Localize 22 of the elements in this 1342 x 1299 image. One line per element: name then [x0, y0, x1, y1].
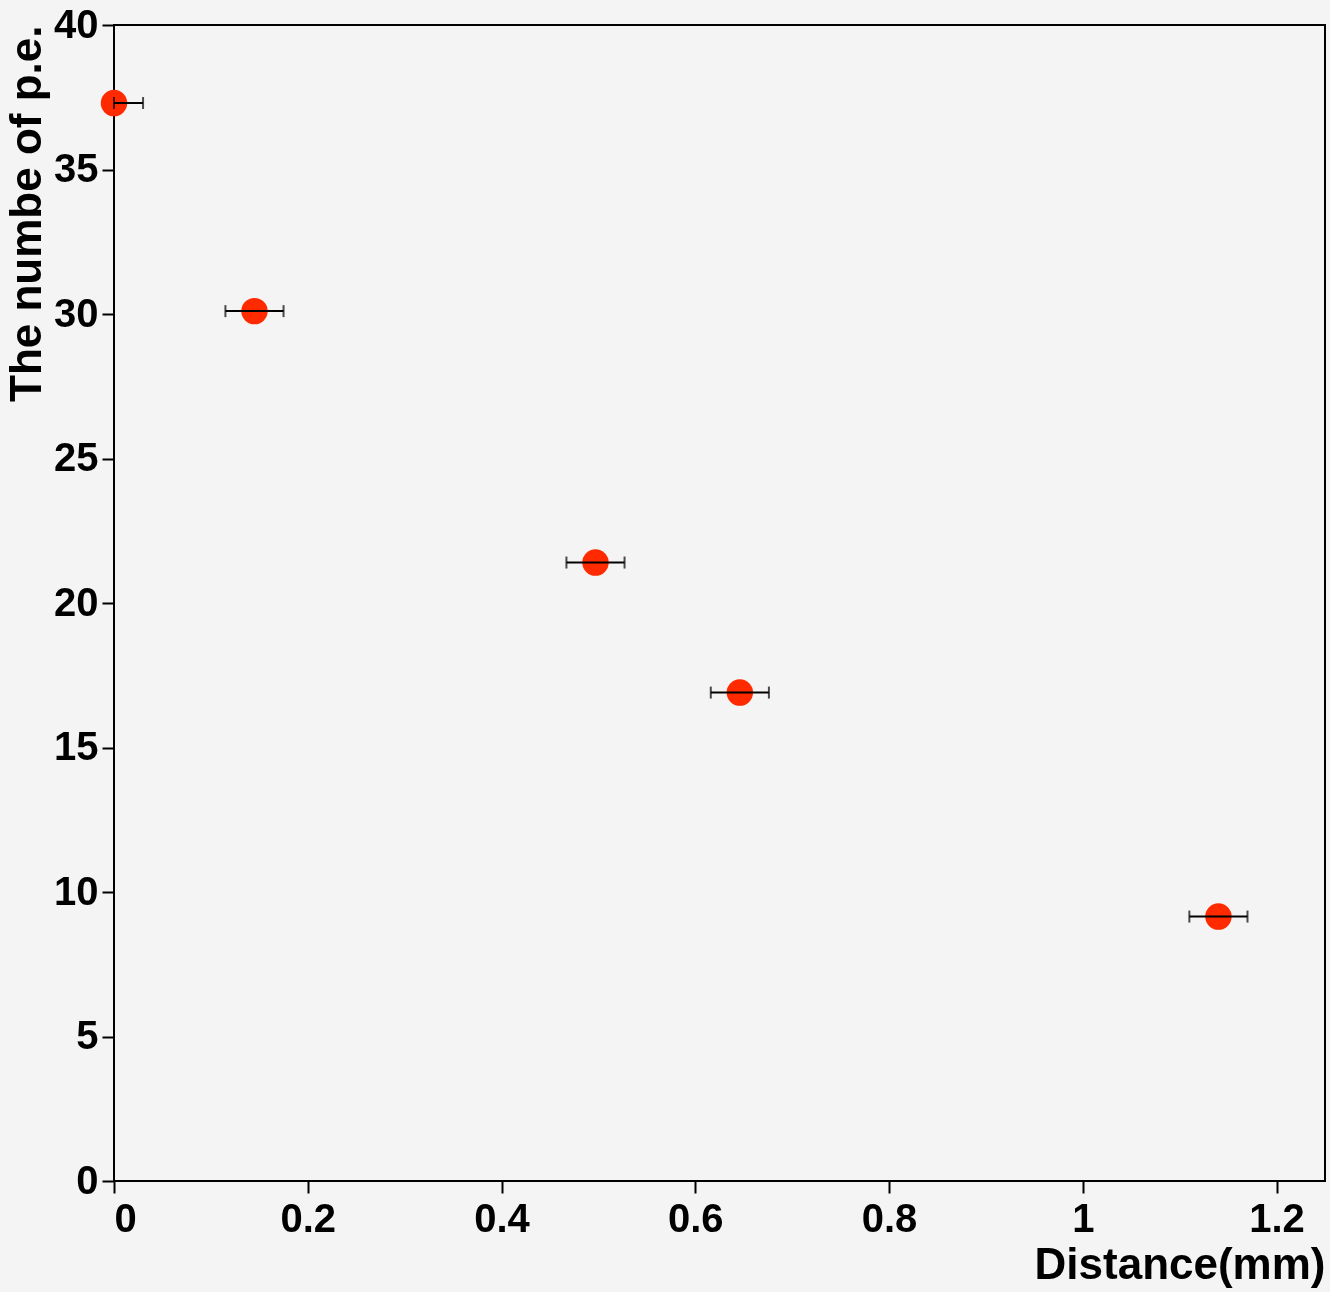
x-tick-label: 0.2: [280, 1195, 337, 1240]
point: [582, 549, 609, 576]
y-tick-label: 5: [76, 1013, 99, 1057]
point: [726, 679, 754, 706]
y-tick-label: 0: [76, 1157, 99, 1202]
y-tick-label: 30: [54, 290, 99, 335]
y-tick-label: 25: [54, 435, 99, 479]
y-tick-label: 10: [54, 868, 99, 913]
x-tick-label: 0.4: [474, 1195, 531, 1240]
point: [241, 297, 268, 325]
point: [1205, 903, 1232, 930]
y-tick-label: 20: [54, 579, 99, 624]
x-tick-label: 0.8: [861, 1195, 918, 1240]
y-axis-title: The numbe of p.e.: [1, 25, 51, 402]
x-axis-title: Distance(mm): [1034, 1238, 1326, 1288]
x-tick-label: 0: [114, 1195, 137, 1240]
x-tick-label: 1.2: [1249, 1195, 1305, 1240]
y-tick-label: 15: [54, 724, 99, 768]
x-tick-label: 1: [1072, 1195, 1095, 1240]
x-tick-label: 0.6: [667, 1195, 724, 1240]
y-tick-label: 35: [54, 146, 99, 190]
y-tick-label: 40: [54, 1, 99, 46]
